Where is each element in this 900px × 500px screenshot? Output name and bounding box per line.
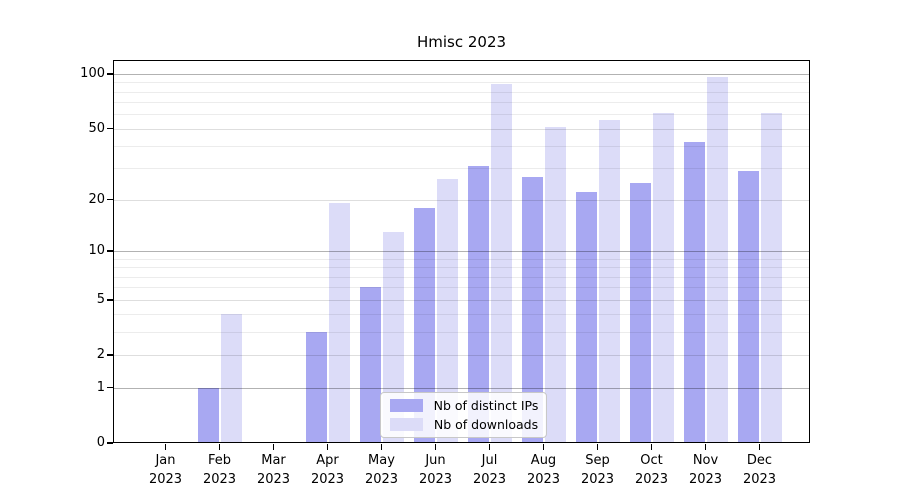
x-tick-label-nov: Nov 2023 xyxy=(688,453,723,487)
bar-distinct-ips xyxy=(737,171,759,443)
gridline-y-6 xyxy=(113,287,810,289)
legend-swatch-distinct-ips xyxy=(390,399,423,413)
x-tick-nov xyxy=(704,444,707,450)
y-tick-label-1: 1 xyxy=(96,379,105,395)
gridline-y-90 xyxy=(113,82,810,84)
bar-downloads xyxy=(436,179,458,443)
x-tick-mar xyxy=(272,444,275,450)
bar-downloads xyxy=(760,113,782,443)
bar-distinct-ips xyxy=(521,176,543,443)
legend-label-distinct-ips: Nb of distinct IPs xyxy=(433,398,539,414)
x-tick-aug xyxy=(542,444,545,450)
x-tick-label-dec: Dec 2023 xyxy=(742,453,777,487)
legend: Nb of distinct IPs Nb of downloads xyxy=(380,392,547,438)
y-tick-0 xyxy=(107,442,113,444)
gridline-y-3 xyxy=(113,332,810,334)
gridline-y-4 xyxy=(113,314,810,316)
gridline-y-5 xyxy=(113,299,810,301)
y-tick-label-5: 5 xyxy=(96,291,105,307)
x-tick-apr xyxy=(326,444,329,450)
legend-swatch-downloads xyxy=(390,417,423,431)
gridline-y-60 xyxy=(113,114,810,116)
bar-distinct-ips xyxy=(575,192,597,443)
gridline-y-7 xyxy=(113,276,810,278)
x-tick-feb xyxy=(218,444,221,450)
legend-item-downloads: Nb of downloads xyxy=(390,417,540,432)
gridline-y-50 xyxy=(113,128,810,130)
gridline-y-30 xyxy=(113,168,810,170)
x-tick-oct xyxy=(650,444,653,450)
bar-downloads xyxy=(544,127,566,443)
y-tick-5 xyxy=(107,298,113,301)
x-tick-label-feb: Feb 2023 xyxy=(202,453,237,487)
bar-downloads xyxy=(490,84,512,443)
bar-distinct-ips xyxy=(413,207,435,443)
gridline-y-2 xyxy=(113,355,810,357)
y-tick-label-20: 20 xyxy=(88,191,105,207)
gridline-y-9 xyxy=(113,258,810,260)
x-tick-label-mar: Mar 2023 xyxy=(256,453,291,487)
bar-downloads xyxy=(328,203,350,443)
chart-title: Hmisc 2023 xyxy=(416,33,507,51)
bar-downloads xyxy=(220,314,242,443)
x-tick-label-sep: Sep 2023 xyxy=(580,453,615,487)
bar-distinct-ips xyxy=(305,332,327,443)
y-tick-2 xyxy=(107,354,113,356)
x-tick-label-aug: Aug 2023 xyxy=(526,453,561,487)
bar-downloads xyxy=(706,77,728,443)
y-tick-label-100: 100 xyxy=(80,66,105,81)
y-tick-50 xyxy=(107,127,113,130)
x-tick-dec xyxy=(758,444,761,450)
gridline-y-100 xyxy=(113,74,810,75)
gridline-y-70 xyxy=(113,102,810,104)
gridline-y-20 xyxy=(113,199,810,201)
bar-distinct-ips xyxy=(629,182,651,443)
gridline-y-80 xyxy=(113,91,810,93)
y-tick-label-0: 0 xyxy=(96,435,105,450)
bar-downloads xyxy=(598,119,620,443)
x-tick-jul xyxy=(488,444,491,450)
y-tick-10 xyxy=(107,250,113,253)
x-tick-label-jun: Jun 2023 xyxy=(418,453,453,487)
gridline-y-1 xyxy=(113,387,810,389)
bar-distinct-ips xyxy=(359,287,381,443)
x-tick-label-jan: Jan 2023 xyxy=(148,453,183,487)
gridline-y-10 xyxy=(113,251,810,253)
bar-distinct-ips xyxy=(197,387,219,443)
x-tick-label-oct: Oct 2023 xyxy=(634,453,669,487)
y-tick-label-2: 2 xyxy=(96,347,105,363)
y-tick-1 xyxy=(107,386,113,389)
bar-distinct-ips xyxy=(467,165,489,443)
y-tick-label-50: 50 xyxy=(88,120,105,136)
x-tick-jun xyxy=(434,444,437,450)
gridline-y-40 xyxy=(113,146,810,148)
x-tick-label-apr: Apr 2023 xyxy=(310,453,345,487)
legend-item-distinct-ips: Nb of distinct IPs xyxy=(390,398,540,413)
x-tick-label-may: May 2023 xyxy=(364,453,399,487)
x-tick-jan xyxy=(164,444,167,450)
y-tick-label-10: 10 xyxy=(88,243,105,259)
x-tick-may xyxy=(380,444,383,450)
x-tick-label-jul: Jul 2023 xyxy=(472,453,507,487)
y-tick-20 xyxy=(107,198,113,201)
x-tick-sep xyxy=(596,444,599,450)
y-tick-100 xyxy=(107,73,113,75)
gridline-y-8 xyxy=(113,267,810,269)
bar-distinct-ips xyxy=(683,142,705,443)
bar-downloads xyxy=(652,113,674,443)
bar-downloads xyxy=(382,231,404,443)
legend-label-downloads: Nb of downloads xyxy=(433,416,539,432)
